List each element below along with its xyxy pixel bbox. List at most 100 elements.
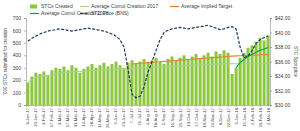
plot-area: 6-Jan-1720-Jan-173-Feb-1717-Feb-173-Mar-… [13,15,291,128]
chart-svg: 6-Jan-1720-Jan-173-Feb-1717-Feb-173-Mar-… [0,0,300,131]
x-tick: 3-Mar-17 [57,105,62,125]
x-tick-label: 20-Jan-17 [33,107,38,127]
x-tick: 20-Jan-17 [33,105,38,127]
y2-tick-label: $40.00 [275,30,291,36]
bar [215,52,218,105]
x-tick-label: 18-Aug-17 [153,107,158,127]
y-tick-label: 700 [13,15,22,21]
x-tick-label: 8-Dec-17 [218,107,223,125]
line [28,63,268,82]
bar [86,66,89,105]
bar [179,58,182,105]
bar [263,40,266,105]
x-axis: 6-Jan-1720-Jan-173-Feb-1717-Feb-173-Mar-… [25,105,270,128]
x-tick-mark [115,105,116,107]
x-tick: 6-Jan-17 [25,105,30,125]
x-tick-label: 23-Jun-17 [121,107,126,127]
y-tick-mark [24,68,26,69]
x-tick: 12-May-17 [97,105,102,128]
x-tick-mark [59,105,60,107]
x-tick-label: 12-May-17 [97,107,102,128]
bar [58,69,61,105]
y2-tick-label: $42.00 [275,15,291,21]
x-tick-mark [260,105,261,107]
y-tick-label: 600 [13,28,22,34]
x-tick: 26-May-17 [105,105,110,128]
x-tick-mark [91,105,92,107]
x-tick-label: 2-Feb-18 [250,107,255,125]
x-tick-mark [131,105,132,107]
x-tick-mark [236,105,237,107]
x-tick-mark [75,105,76,107]
x-tick-label: 13-Oct-17 [186,107,191,126]
x-tick-label: 26-May-17 [105,107,110,128]
bar [26,83,29,105]
y-axis-title: '000 STCs submitted for creation [3,28,8,95]
x-tick: 9-Jun-17 [113,105,118,125]
y2-tick: $32.00 [270,88,291,94]
bar [122,68,125,105]
x-tick: 10-Nov-17 [202,105,207,128]
bar [130,60,133,105]
y-tick-label: 0 [18,102,21,108]
x-tick-label: 3-Feb-17 [41,107,46,125]
y-tick-mark [24,30,26,31]
x-tick-mark [107,105,108,107]
y2-tick: $40.00 [270,30,291,36]
bar [183,55,186,105]
bar [38,74,41,105]
bar [171,57,174,105]
y2-tick-label: $36.00 [275,59,291,65]
y2-tick-mark [270,18,272,19]
x-tick: 2-Mar-18 [266,105,271,125]
x-tick: 21-Jul-17 [137,105,142,125]
y2-tick: $30.00 [270,102,291,108]
y-tick: 200 [13,77,26,83]
x-tick-mark [43,105,44,107]
x-tick-mark [83,105,84,107]
y2-axis-line [271,19,273,106]
bar [167,59,170,105]
x-tick-mark [51,105,52,107]
x-tick-mark [99,105,100,107]
x-tick: 19-Jan-18 [242,105,247,127]
y-tick: 500 [13,40,26,46]
x-tick-mark [35,105,36,107]
x-tick: 14-Apr-17 [81,105,86,127]
x-tick-label: 24-Nov-17 [210,107,215,127]
bar [110,64,113,105]
x-tick-mark [228,105,229,107]
x-tick-mark [220,105,221,107]
y-tick-label: 200 [13,77,22,83]
x-tick-label: 6-Jan-17 [25,107,30,124]
x-tick-mark [172,105,173,107]
y2-tick-mark [270,47,272,48]
bar [163,64,166,105]
x-tick-label: 31-Mar-17 [73,107,78,127]
y2-tick: $34.00 [270,73,291,79]
legend: STCs CreatedAverage Cumul Creation 2017A… [30,3,233,16]
x-tick: 1-Sep-17 [161,105,166,125]
x-tick: 29-Sep-17 [177,105,182,128]
y-tick: 600 [13,28,26,34]
x-tick-mark [27,105,28,107]
chart-container: 6-Jan-1720-Jan-173-Feb-1717-Feb-173-Mar-… [0,0,300,131]
x-tick-mark [204,105,205,107]
x-tick: 2-Feb-18 [250,105,255,125]
bar [207,53,210,105]
marks [26,25,269,105]
y-tick: 400 [13,52,26,58]
y2-tick: $36.00 [270,59,291,65]
y-tick: 0 [18,102,26,108]
y2-tick: $38.00 [270,44,291,50]
x-tick-label: 21-Jul-17 [137,107,142,125]
y-tick-mark [24,80,26,81]
x-tick: 7-Jul-17 [129,105,134,123]
y2-tick-mark [270,91,272,92]
bar-series [26,35,269,105]
bar [231,74,234,105]
legend-swatch [170,6,179,7]
bar [82,69,85,105]
y2-tick-label: $34.00 [275,73,291,79]
x-tick-mark [156,105,157,107]
